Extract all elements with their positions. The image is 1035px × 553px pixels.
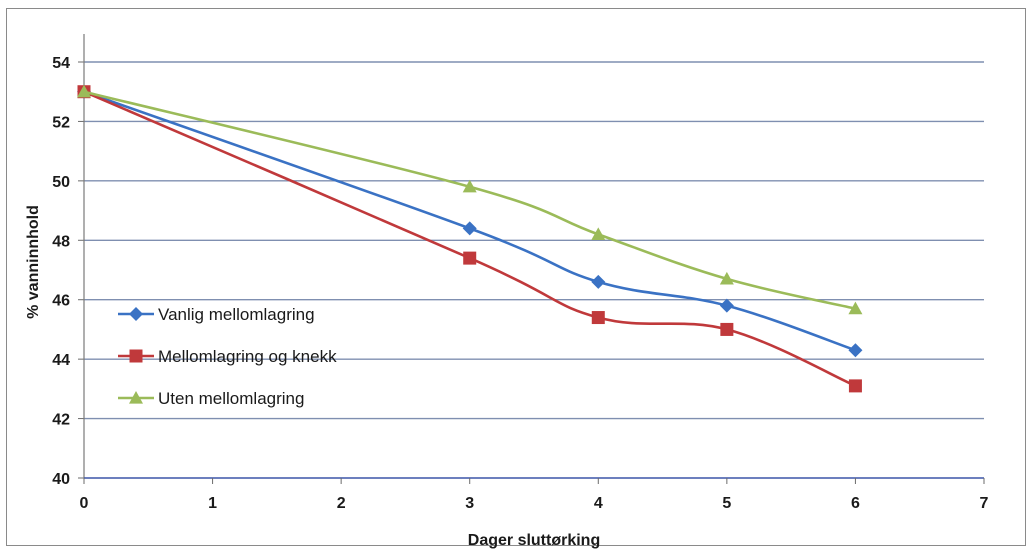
x-tick-label: 7 xyxy=(980,495,989,512)
x-tick-labels: 0 1 2 3 4 5 6 7 xyxy=(80,495,989,512)
legend-label: Vanlig mellomlagring xyxy=(158,305,315,324)
series-line xyxy=(83,90,856,352)
data-point-triangle xyxy=(462,179,477,193)
x-tick-label: 6 xyxy=(851,495,860,512)
data-point-triangle xyxy=(848,301,863,315)
data-point-triangle xyxy=(77,84,91,98)
axes xyxy=(78,34,985,484)
data-point-triangle xyxy=(719,271,734,285)
legend-item: Vanlig mellomlagring xyxy=(118,305,315,324)
series-line xyxy=(83,90,856,310)
y-tick-label: 48 xyxy=(52,233,70,250)
x-tick-label: 1 xyxy=(208,495,217,512)
x-tick-label: 2 xyxy=(337,495,346,512)
legend-label: Uten mellomlagring xyxy=(158,389,304,408)
data-point-square xyxy=(720,322,734,336)
y-tick-label: 42 xyxy=(52,412,70,429)
y-tick-label: 52 xyxy=(52,114,70,131)
x-tick-label: 0 xyxy=(80,495,89,512)
x-axis-title: Dager sluttørking xyxy=(468,532,600,549)
gridlines xyxy=(84,61,984,420)
legend-label: Mellomlagring og knekk xyxy=(158,347,337,366)
data-point-square xyxy=(848,379,862,393)
y-tick-labels: 40 42 44 46 48 50 52 54 xyxy=(52,55,70,488)
data-point-diamond xyxy=(591,274,606,289)
x-tick-label: 3 xyxy=(465,495,474,512)
chart-frame xyxy=(6,8,1026,546)
legend-marker-diamond xyxy=(129,307,143,321)
data-point-square xyxy=(591,311,605,325)
series-group xyxy=(77,84,863,393)
series-line xyxy=(83,90,856,388)
data-point-diamond xyxy=(462,221,477,236)
y-tick-label: 40 xyxy=(52,471,70,488)
data-point-diamond xyxy=(848,343,863,358)
legend-item: Mellomlagring og knekk xyxy=(118,347,337,366)
legend: Vanlig mellomlagring Mellomlagring og kne… xyxy=(118,305,337,408)
x-tick-label: 4 xyxy=(594,495,603,512)
y-tick-label: 54 xyxy=(52,55,70,72)
y-axis-title: % vanninnhold xyxy=(25,205,42,319)
y-tick-label: 50 xyxy=(52,174,70,191)
legend-marker-triangle xyxy=(129,391,143,404)
data-point-square xyxy=(463,251,477,265)
data-point-diamond xyxy=(719,298,734,313)
data-point-triangle xyxy=(591,227,606,240)
legend-marker-square xyxy=(129,349,143,363)
y-tick-label: 46 xyxy=(52,293,70,310)
x-tick-label: 5 xyxy=(722,495,731,512)
series-3 xyxy=(77,84,863,315)
legend-item: Uten mellomlagring xyxy=(118,389,304,408)
y-tick-label: 44 xyxy=(52,352,70,369)
